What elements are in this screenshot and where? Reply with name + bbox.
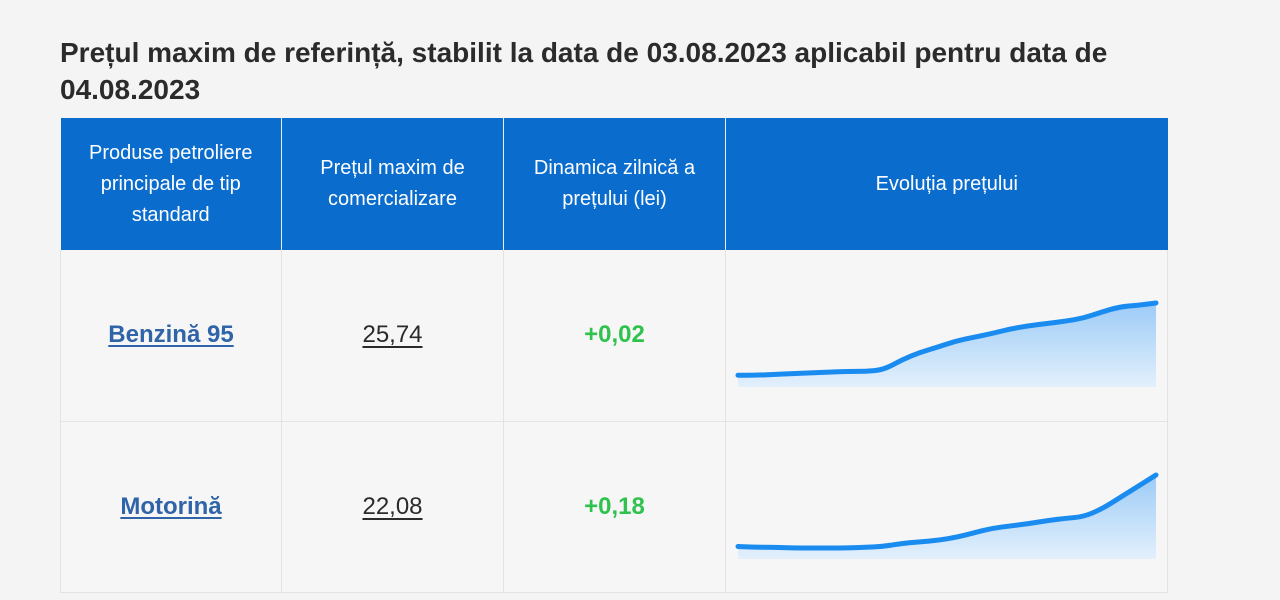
change-cell: +0,18 [503,421,726,593]
price-sparkline-chart [735,300,1158,388]
header-product: Produse petroliere principale de tip sta… [60,118,282,250]
product-cell: Motorină [60,421,282,593]
sparkline-line [735,472,1158,550]
product-link-motorina[interactable]: Motorină [120,492,222,520]
change-cell: +0,02 [503,250,726,422]
product-link-benzina-95[interactable]: Benzină 95 [108,321,234,349]
table-header-row: Produse petroliere principale de tip sta… [60,118,1168,250]
sparkline-cell [725,421,1168,593]
max-price-value: 25,74 [362,321,423,349]
header-max-price: Prețul maxim de comercializare [281,118,504,250]
header-daily-change: Dinamica zilnică a prețului (lei) [503,118,726,250]
price-table: Produse petroliere principale de tip sta… [60,118,1168,593]
max-price-value: 22,08 [362,492,423,520]
price-sparkline-chart [735,472,1158,559]
page-title: Prețul maxim de referință, stabilit la d… [60,37,1108,105]
daily-change-value: +0,18 [584,492,645,520]
sparkline-cell [725,250,1168,422]
table-row: Motorină 22,08 +0,18 [60,421,1168,593]
table-row: Benzină 95 25,74 +0,02 [60,250,1168,422]
daily-change-value: +0,02 [584,321,645,349]
sparkline-line [735,300,1158,378]
price-cell: 25,74 [281,250,504,422]
sparkline-area [737,474,1156,559]
header-price-evolution: Evoluția prețului [725,118,1168,250]
price-cell: 22,08 [281,421,504,593]
product-cell: Benzină 95 [60,250,282,422]
